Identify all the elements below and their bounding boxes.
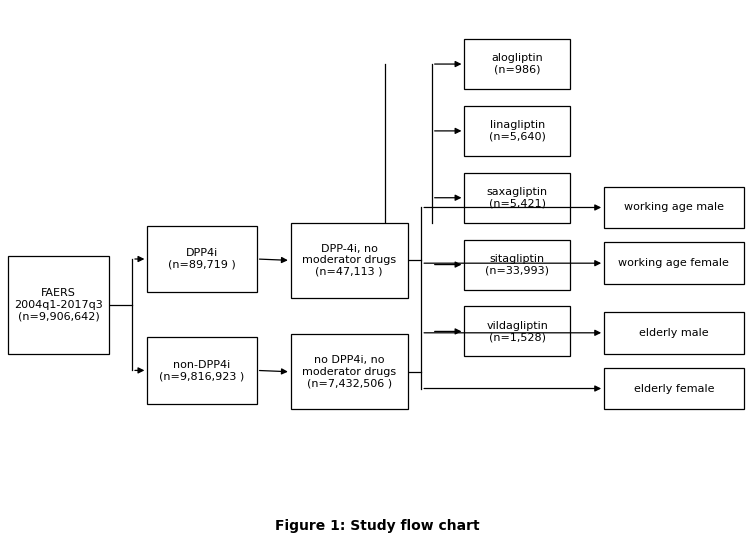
FancyBboxPatch shape bbox=[604, 368, 744, 409]
FancyBboxPatch shape bbox=[464, 106, 570, 156]
FancyBboxPatch shape bbox=[464, 306, 570, 356]
FancyBboxPatch shape bbox=[464, 173, 570, 223]
FancyBboxPatch shape bbox=[147, 226, 257, 292]
Text: DPP-4i, no
moderator drugs
(n=47,113 ): DPP-4i, no moderator drugs (n=47,113 ) bbox=[302, 244, 396, 277]
Text: Figure 1: Study flow chart: Figure 1: Study flow chart bbox=[275, 519, 480, 534]
Text: working age female: working age female bbox=[618, 258, 729, 268]
FancyBboxPatch shape bbox=[604, 242, 744, 284]
Text: working age male: working age male bbox=[624, 203, 724, 212]
FancyBboxPatch shape bbox=[291, 223, 408, 298]
FancyBboxPatch shape bbox=[464, 240, 570, 290]
Text: no DPP4i, no
moderator drugs
(n=7,432,506 ): no DPP4i, no moderator drugs (n=7,432,50… bbox=[302, 355, 396, 388]
Text: FAERS
2004q1-2017q3
(n=9,906,642): FAERS 2004q1-2017q3 (n=9,906,642) bbox=[14, 289, 103, 321]
Text: vildagliptin
(n=1,528): vildagliptin (n=1,528) bbox=[486, 321, 548, 342]
FancyBboxPatch shape bbox=[291, 334, 408, 409]
FancyBboxPatch shape bbox=[8, 256, 109, 354]
Text: non-DPP4i
(n=9,816,923 ): non-DPP4i (n=9,816,923 ) bbox=[159, 360, 245, 381]
Text: saxagliptin
(n=5,421): saxagliptin (n=5,421) bbox=[487, 187, 547, 208]
Text: DPP4i
(n=89,719 ): DPP4i (n=89,719 ) bbox=[168, 248, 236, 270]
FancyBboxPatch shape bbox=[147, 337, 257, 404]
FancyBboxPatch shape bbox=[604, 187, 744, 228]
FancyBboxPatch shape bbox=[464, 39, 570, 89]
Text: alogliptin
(n=986): alogliptin (n=986) bbox=[492, 53, 543, 75]
Text: elderly female: elderly female bbox=[633, 384, 714, 393]
Text: sitagliptin
(n=33,993): sitagliptin (n=33,993) bbox=[485, 254, 549, 275]
FancyBboxPatch shape bbox=[604, 312, 744, 354]
Text: linagliptin
(n=5,640): linagliptin (n=5,640) bbox=[488, 120, 546, 141]
Text: elderly male: elderly male bbox=[639, 328, 709, 338]
